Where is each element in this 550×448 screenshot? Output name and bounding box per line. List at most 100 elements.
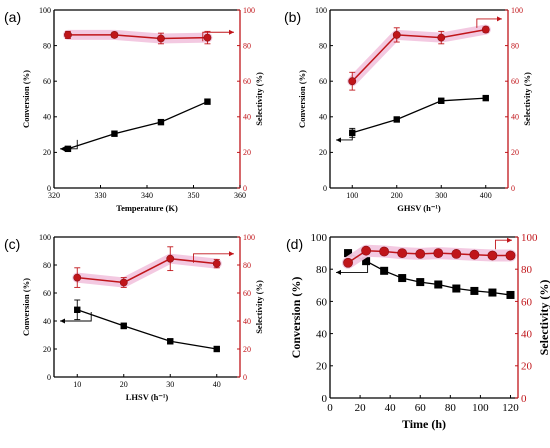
x-tick-label: 20 xyxy=(120,380,128,389)
panel-label: (b) xyxy=(284,9,301,25)
conversion-point xyxy=(120,322,127,330)
conversion-point xyxy=(167,338,174,345)
conversion-point xyxy=(111,130,118,137)
y-left-tick-label: 100 xyxy=(39,233,51,242)
x-tick-label: 200 xyxy=(391,191,403,200)
left-arrow-head xyxy=(336,137,341,143)
x-tick-label: 40 xyxy=(385,402,397,414)
selectivity-point xyxy=(433,248,444,258)
x-tick-label: 300 xyxy=(435,191,447,200)
conversion-series-line xyxy=(67,101,208,150)
right-arrow-head xyxy=(497,16,502,22)
y-left-tick-label: 40 xyxy=(319,113,327,122)
y-left-tick-label: 100 xyxy=(39,6,51,15)
y-left-tick-label: 20 xyxy=(43,345,51,354)
selectivity-highlight-band xyxy=(347,24,491,87)
y-left-tick-label: 0 xyxy=(323,184,327,193)
y-right-tick-label: 80 xyxy=(243,261,251,270)
y-right-axis-title: Selectivity (%) xyxy=(254,280,264,334)
conversion-point xyxy=(452,284,461,293)
selectivity-highlight-band xyxy=(342,244,517,269)
y-right-tick-label: 20 xyxy=(243,148,251,157)
conversion-series-line xyxy=(352,97,486,134)
y-left-tick-label: 0 xyxy=(47,184,51,193)
y-left-axis-title: Conversion (%) xyxy=(297,70,307,128)
conversion-point xyxy=(434,280,443,289)
x-tick-label: 20 xyxy=(355,402,367,414)
left-axis-indicator-arrow xyxy=(336,130,353,141)
selectivity-series-line xyxy=(351,28,486,82)
y-left-tick-label: 40 xyxy=(43,317,51,326)
left-axis-indicator-arrow xyxy=(60,312,92,322)
y-right-tick-label: 100 xyxy=(243,233,255,242)
y-left-tick-label: 80 xyxy=(43,41,51,50)
y-right-axis-title: Selectivity (%) xyxy=(522,72,532,126)
x-tick-label: 30 xyxy=(166,380,174,389)
x-tick-label: 100 xyxy=(472,402,489,414)
right-axis-indicator-arrow xyxy=(476,18,502,28)
conversion-series-line xyxy=(77,309,217,350)
conversion-point xyxy=(398,274,407,283)
y-left-tick-label: 100 xyxy=(311,232,328,244)
selectivity-point xyxy=(451,249,462,259)
left-axis-indicator-arrow xyxy=(336,263,369,273)
y-left-tick-label: 20 xyxy=(316,361,328,373)
selectivity-point xyxy=(437,33,446,42)
right-axis-indicator-arrow xyxy=(193,253,234,263)
conversion-point xyxy=(393,116,400,123)
y-left-tick-label: 0 xyxy=(47,373,51,382)
y-right-tick-label: 0 xyxy=(521,393,527,405)
right-axis-indicator-arrow xyxy=(202,31,234,42)
selectivity-point xyxy=(166,254,175,263)
y-left-tick-label: 40 xyxy=(43,113,51,122)
y-right-tick-label: 60 xyxy=(521,296,533,308)
y-right-tick-label: 60 xyxy=(243,77,251,86)
x-tick-label: 40 xyxy=(213,380,221,389)
selectivity-point xyxy=(397,248,408,258)
y-right-axis-title: Selectivity (%) xyxy=(537,280,550,356)
y-right-tick-label: 100 xyxy=(243,6,255,15)
x-tick-label: 400 xyxy=(480,191,492,200)
conversion-point xyxy=(506,290,515,299)
y-right-tick-label: 60 xyxy=(511,77,519,86)
x-tick-label: 330 xyxy=(95,191,107,200)
panel-label: (d) xyxy=(286,236,303,252)
x-tick-label: 340 xyxy=(141,191,153,200)
y-left-axis-title: Conversion (%) xyxy=(289,277,303,359)
conversion-point xyxy=(416,278,425,287)
selectivity-point xyxy=(481,25,490,34)
selectivity-point xyxy=(110,31,119,39)
x-tick-label: 10 xyxy=(73,380,81,389)
chart-panel: (b) 100 200 300 400 0 20 40 60 80 100 0 20 40 60 80 100 G… xyxy=(284,6,532,213)
y-right-axis-title: Selectivity (%) xyxy=(254,72,264,126)
chart-panel: (d)0 20 40 60 80 100 1200204060801000204060801… xyxy=(286,232,550,431)
x-axis-title: Temperature (K) xyxy=(116,203,178,213)
y-left-tick-label: 60 xyxy=(43,77,51,86)
conversion-point xyxy=(344,249,353,258)
x-tick-label: 80 xyxy=(445,402,457,414)
chart-panel: (a)320 330 340 350 3600204060801000204060801… xyxy=(4,6,264,213)
y-left-tick-label: 100 xyxy=(315,6,327,15)
panel-label: (a) xyxy=(4,9,21,25)
y-right-tick-label: 40 xyxy=(511,113,519,122)
y-left-axis-title: Conversion (%) xyxy=(21,278,31,336)
y-right-tick-label: 100 xyxy=(521,232,538,244)
selectivity-point xyxy=(73,273,82,282)
y-right-tick-label: 80 xyxy=(243,41,251,50)
x-tick-label: 360 xyxy=(234,191,246,200)
selectivity-point xyxy=(361,245,371,256)
y-left-tick-label: 20 xyxy=(319,148,327,157)
y-left-tick-label: 80 xyxy=(319,41,327,50)
conversion-series-line xyxy=(347,252,511,296)
y-right-tick-label: 20 xyxy=(511,148,519,157)
selectivity-point xyxy=(392,31,401,39)
conversion-point xyxy=(488,288,497,297)
conversion-point xyxy=(380,266,389,275)
selectivity-point xyxy=(157,34,165,43)
selectivity-point xyxy=(203,33,212,42)
conversion-point xyxy=(157,118,165,126)
x-axis-title: Time (h) xyxy=(402,417,446,431)
y-right-tick-label: 0 xyxy=(511,184,515,193)
x-tick-label: 120 xyxy=(502,402,519,414)
